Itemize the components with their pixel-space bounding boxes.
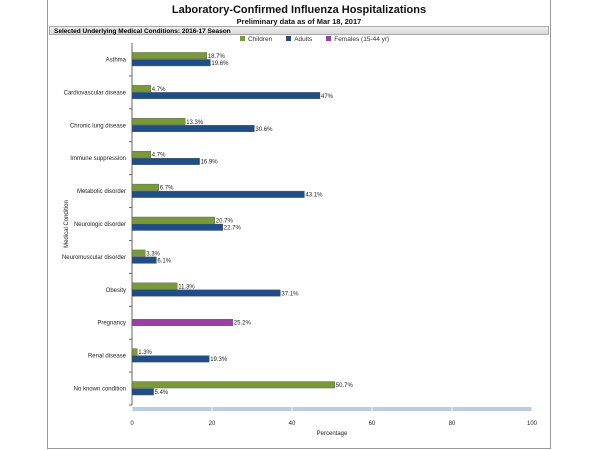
data-label: 5.4% [155,390,169,396]
data-label: 3.3% [146,251,160,257]
legend-swatch [240,36,245,41]
data-label: 19.6% [211,61,229,67]
x-tick-label: 20 [209,421,216,427]
category-label: Chronic lung disease [70,123,127,129]
bar-adults [131,223,224,231]
data-label: 37.1% [281,291,299,297]
data-label: 30.6% [255,127,273,133]
bar-children [131,85,151,93]
legend-swatch [286,36,292,41]
data-label: 1.3% [138,350,152,356]
bar-children [131,118,186,125]
bar-children [131,348,138,356]
bar-adults [131,256,157,264]
x-tick-label: 100 [527,421,538,427]
x-tick-label: 60 [369,421,376,427]
category-label: Metabolic disorder [77,189,126,195]
data-label: 50.7% [336,383,354,389]
data-label: 6.7% [160,186,174,192]
x-tick-label: 80 [449,421,456,427]
x-axis-band [132,407,532,411]
data-label: 4.7% [152,87,166,93]
y-axis-title: Medical Condition [64,200,70,248]
legend-item-children[interactable]: Children [240,36,272,43]
legend: Children Adults Females (15-44 yr) [240,36,389,43]
data-label: 16.9% [201,160,219,166]
data-label: 22.7% [224,226,242,232]
legend-swatch [326,36,332,41]
chart-title: Laboratory-Confirmed Influenza Hospitali… [171,4,427,16]
x-tick-label: 40 [289,421,296,427]
bar-adults [131,92,321,100]
data-label: 19.3% [210,357,228,363]
bar-adults [131,190,305,198]
bar-females [131,319,234,326]
bar-children [131,381,336,389]
category-label: Neuromuscular disorder [62,255,126,261]
legend-label: Children [248,36,273,43]
legend-label: Females (15-44 yr) [334,36,390,43]
data-label: 11.3% [178,284,195,290]
bar-adults [131,157,200,165]
bar-children [131,52,208,60]
data-label: 20.7% [216,219,234,225]
legend-item-females[interactable]: Females (15-44 yr) [326,36,389,43]
bar-adults [131,59,211,67]
data-label: 6.1% [157,258,171,264]
data-label: 25.2% [234,321,252,327]
category-label: Cardiovascular disease [64,90,127,96]
data-label: 43.1% [305,193,323,199]
bar-children [131,249,146,257]
bar-adults [131,289,281,297]
category-label: Asthma [106,57,127,63]
data-label: 4.7% [152,153,166,159]
data-label: 47% [321,94,334,100]
legend-label: Adults [294,36,313,43]
bar-children [131,282,178,290]
x-axis-title: Percentage [317,431,348,437]
bar-adults [131,388,154,396]
category-label: Neurologic disorder [74,222,126,228]
bar-children [131,150,151,158]
category-label: Pregnancy [97,321,126,327]
x-tick-label: 0 [130,421,134,427]
legend-item-adults[interactable]: Adults [286,36,312,43]
chart-frame [47,0,551,449]
bar-children [131,183,159,191]
data-label: 13.3% [186,120,204,126]
chart-subtitle: Preliminary data as of Mar 18, 2017 [236,17,362,26]
category-label: Immune suppression [70,156,126,162]
bar-adults [131,355,210,363]
section-header: Selected Underlying Medical Conditions: … [49,26,549,35]
bar-adults [131,125,255,132]
bar-children [131,216,216,224]
category-label: Renal disease [88,354,127,360]
category-label: Obesity [106,288,126,294]
data-label: 18.7% [208,54,226,60]
category-label: No known condition [74,387,126,393]
